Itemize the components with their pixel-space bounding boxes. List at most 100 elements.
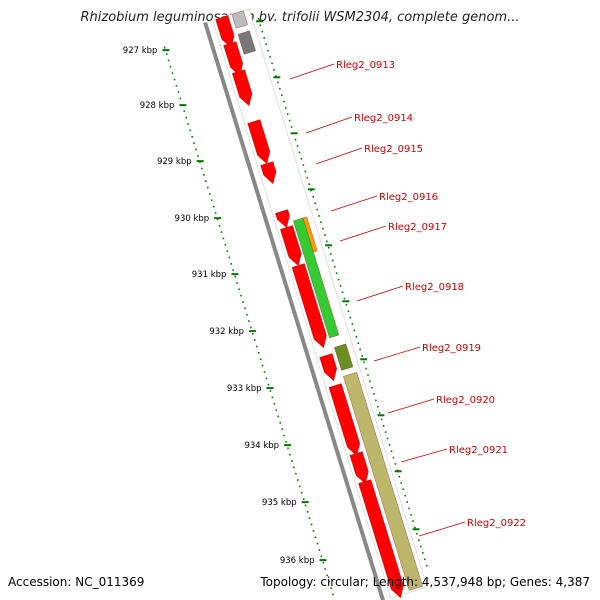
scale-dot	[412, 520, 414, 522]
feature-block-green	[293, 217, 340, 339]
scale-dot	[300, 491, 303, 494]
scale-dot	[165, 53, 168, 55]
scale-dot	[396, 469, 399, 472]
scale-dot	[282, 100, 285, 103]
gene-label: Rleg2_0918	[405, 282, 464, 293]
feature-block-olive	[334, 343, 354, 371]
scale-dot	[257, 352, 260, 354]
scale-dot	[212, 205, 215, 208]
gene-label: Rleg2_0914	[354, 113, 413, 124]
scale-dot	[349, 316, 352, 319]
scale-dot	[312, 530, 315, 532]
scale-dot	[376, 405, 379, 408]
scale-dot	[293, 466, 295, 469]
scale-dot	[335, 272, 338, 274]
scale-dot	[273, 402, 276, 405]
scale-dot	[310, 523, 313, 526]
gene-label-leader	[339, 225, 387, 242]
scale-dot	[199, 161, 201, 163]
scale-dot	[423, 558, 426, 561]
scale-dot	[422, 552, 424, 554]
scale-dot	[271, 62, 273, 65]
scale-dot	[263, 37, 266, 39]
scale-dot	[257, 18, 260, 20]
gene-block-red	[275, 209, 290, 229]
scale-dot	[365, 367, 367, 370]
scale-dot	[320, 555, 323, 558]
gene-block-red	[260, 161, 277, 185]
scale-dot	[242, 301, 244, 303]
gene-block-red	[247, 119, 271, 165]
scale-dot	[310, 189, 313, 192]
scale-dot	[324, 568, 327, 570]
feature-layer	[215, 10, 423, 599]
gene-label: Rleg2_0913	[336, 60, 395, 71]
kbp-tick-label: 930 kbp	[175, 214, 210, 224]
scale-dot	[261, 30, 264, 33]
scale-dot	[314, 202, 316, 205]
scale-dot	[312, 196, 314, 198]
gene-label-leader	[418, 521, 466, 537]
scale-dot	[269, 390, 272, 392]
topology-text: Topology: circular; Length: 4,537,948 bp…	[260, 575, 590, 589]
scale-dot	[271, 396, 274, 399]
scale-dot	[316, 542, 319, 545]
scale-dot	[283, 434, 285, 437]
label-layer: Rleg2_0913 Rleg2_0914 Rleg2_0915 Rleg2_0916…	[289, 60, 526, 537]
scale-dot	[398, 475, 401, 478]
scale-dot	[322, 227, 324, 230]
scale-dot	[234, 275, 236, 278]
scale-dot	[171, 72, 174, 74]
scale-dot	[269, 56, 271, 58]
scale-dot	[408, 507, 410, 510]
scale-dot	[275, 409, 278, 411]
scale-dot	[281, 94, 283, 96]
scale-dot	[402, 488, 405, 491]
scale-dot	[295, 472, 297, 475]
scale-dot	[265, 43, 267, 46]
gene-label-leader	[387, 398, 435, 414]
scale-dot	[378, 412, 381, 414]
scale-dot	[425, 564, 428, 567]
scale-dot	[197, 154, 199, 157]
scale-dot	[195, 148, 197, 151]
scale-dot	[329, 253, 332, 255]
scale-dot	[304, 504, 307, 507]
scale-dot	[284, 107, 287, 109]
gene-label-leader	[330, 195, 378, 212]
scale-dot	[210, 199, 213, 202]
gene-block-red	[215, 15, 235, 49]
scale-dot	[298, 151, 301, 154]
scale-dot	[337, 278, 340, 281]
scale-dot	[279, 87, 281, 90]
scale-dot	[290, 126, 293, 128]
scale-dot	[367, 374, 369, 376]
kbp-tick-label: 936 kbp	[280, 556, 315, 566]
scale-dot	[224, 243, 227, 246]
scale-dot	[240, 294, 242, 297]
scale-dot	[281, 428, 283, 430]
scale-dot	[263, 371, 266, 373]
scale-dot	[286, 113, 289, 116]
scale-dot	[331, 259, 334, 262]
scale-dot	[265, 377, 268, 380]
scale-dot	[228, 256, 231, 259]
scale-dot	[380, 418, 383, 421]
kbp-tick-label: 929 kbp	[157, 157, 192, 167]
gene-block-red	[328, 383, 360, 457]
gene-block-red	[349, 451, 369, 485]
scale-dot	[371, 386, 373, 389]
scale-dot	[191, 135, 193, 138]
scale-dot	[390, 450, 393, 452]
scale-dot	[404, 494, 406, 497]
scale-dot	[308, 183, 311, 185]
scale-dot	[287, 447, 289, 450]
scale-dot	[351, 323, 354, 325]
gene-label-leader	[400, 448, 448, 463]
scale-dot	[267, 49, 269, 52]
scale-dot	[347, 310, 350, 313]
scale-dot	[253, 339, 256, 341]
gene-block-red	[223, 41, 243, 77]
scale-dot	[386, 437, 389, 440]
